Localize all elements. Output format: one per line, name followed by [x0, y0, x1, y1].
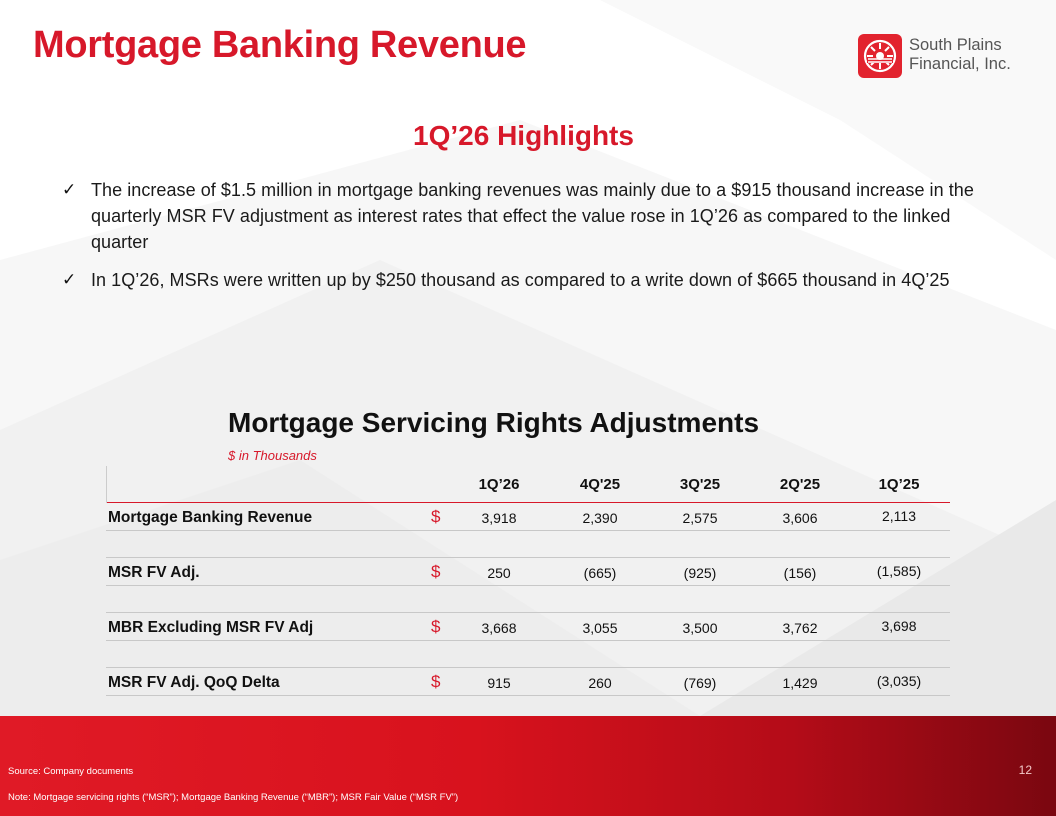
table-cell: 3,918 — [481, 510, 517, 526]
table-divider — [106, 466, 107, 503]
row-label: MBR Excluding MSR FV Adj — [108, 619, 314, 636]
table-cell: 3,698 — [881, 618, 917, 634]
currency-symbol: $ — [431, 562, 441, 581]
highlight-bullet: ✓ In 1Q’26, MSRs were written up by $250… — [62, 267, 1002, 293]
sun-emblem-icon — [858, 34, 902, 78]
highlights-list: ✓ The increase of $1.5 million in mortga… — [62, 177, 1002, 305]
background-decoration — [0, 260, 1056, 716]
table-cell: 260 — [588, 675, 612, 691]
highlight-text: The increase of $1.5 million in mortgage… — [91, 180, 974, 252]
logo-line-2: Financial, Inc. — [909, 55, 1011, 73]
highlight-text: In 1Q’26, MSRs were written up by $250 t… — [91, 270, 950, 290]
page-number: 12 — [1018, 763, 1032, 777]
table-cell: (769) — [683, 675, 717, 691]
table-row: Mortgage Banking Revenue $ 3,918 2,390 2… — [106, 503, 950, 558]
footer-note: Note: Mortgage servicing rights (“MSR”);… — [8, 792, 459, 803]
table-cell: (665) — [583, 565, 617, 581]
table-cell: 250 — [487, 565, 511, 581]
table-row: MSR FV Adj. $ 250 (665) (925) (156) (1,5… — [106, 558, 950, 613]
table-title: Mortgage Servicing Rights Adjustments — [228, 407, 760, 438]
table-cell: 915 — [487, 675, 511, 691]
currency-symbol: $ — [431, 672, 441, 691]
currency-symbol: $ — [431, 507, 441, 526]
table-cell: 2,390 — [582, 510, 618, 526]
checkmark-icon: ✓ — [62, 180, 77, 199]
msr-adjustments-table: 1Q’26 4Q'25 3Q'25 2Q'25 1Q’25 Mortgage B… — [106, 466, 950, 698]
company-logo: South Plains Financial, Inc. — [858, 34, 1028, 80]
checkmark-icon: ✓ — [62, 270, 77, 289]
table-cell: 2,113 — [882, 508, 916, 524]
table-cell: 3,606 — [782, 510, 818, 526]
table-cell: 3,055 — [582, 620, 618, 636]
table-cell: (3,035) — [876, 673, 922, 689]
highlights-title: 1Q’26 Highlights — [413, 120, 634, 151]
table-cell: 1,429 — [782, 675, 818, 691]
row-label: Mortgage Banking Revenue — [108, 509, 313, 526]
column-header: 2Q'25 — [779, 476, 821, 493]
table-row: MBR Excluding MSR FV Adj $ 3,668 3,055 3… — [106, 613, 950, 668]
table-cell: (925) — [683, 565, 717, 581]
highlight-bullet: ✓ The increase of $1.5 million in mortga… — [62, 177, 1002, 255]
logo-line-1: South Plains — [909, 36, 1002, 54]
table-row: MSR FV Adj. QoQ Delta $ 915 260 (769) 1,… — [106, 668, 950, 698]
table-cell: 3,500 — [682, 620, 718, 636]
currency-symbol: $ — [431, 617, 441, 636]
table-cell: (156) — [783, 565, 817, 581]
table-header-row: 1Q’26 4Q'25 3Q'25 2Q'25 1Q’25 — [106, 466, 950, 503]
column-header: 1Q’25 — [878, 476, 920, 493]
column-header: 3Q'25 — [679, 476, 721, 493]
table-cell: 2,575 — [682, 510, 718, 526]
table-cell: 3,668 — [481, 620, 517, 636]
footer-band: Source: Company documents Note: Mortgage… — [0, 716, 1056, 816]
column-header: 1Q’26 — [478, 476, 520, 493]
page-title: Mortgage Banking Revenue — [33, 24, 527, 66]
table-subtitle: $ in Thousands — [228, 448, 317, 463]
logo-text: South Plains Financial, Inc. — [909, 36, 1011, 74]
table-cell: (1,585) — [876, 563, 922, 579]
row-label: MSR FV Adj. — [108, 564, 200, 581]
footer-source: Source: Company documents — [8, 766, 134, 777]
row-label: MSR FV Adj. QoQ Delta — [108, 674, 280, 691]
table-cell: 3,762 — [782, 620, 818, 636]
column-header: 4Q'25 — [579, 476, 621, 493]
